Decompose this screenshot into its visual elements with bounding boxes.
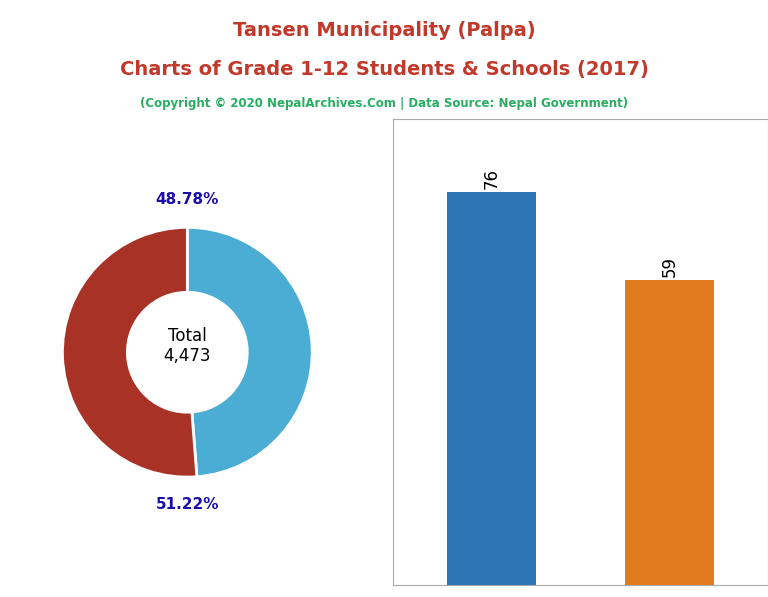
Text: Charts of Grade 1-12 Students & Schools (2017): Charts of Grade 1-12 Students & Schools … <box>120 60 648 79</box>
Text: Total
4,473: Total 4,473 <box>164 327 211 365</box>
Text: 59: 59 <box>661 256 679 277</box>
Wedge shape <box>62 227 197 477</box>
Bar <box>447 192 536 585</box>
Text: Tansen Municipality (Palpa): Tansen Municipality (Palpa) <box>233 21 535 40</box>
Text: 48.78%: 48.78% <box>156 192 219 207</box>
Text: (Copyright © 2020 NepalArchives.Com | Data Source: Nepal Government): (Copyright © 2020 NepalArchives.Com | Da… <box>140 97 628 110</box>
Wedge shape <box>187 227 313 477</box>
Bar <box>625 280 714 585</box>
Text: 51.22%: 51.22% <box>156 497 219 512</box>
Text: 76: 76 <box>482 168 501 189</box>
